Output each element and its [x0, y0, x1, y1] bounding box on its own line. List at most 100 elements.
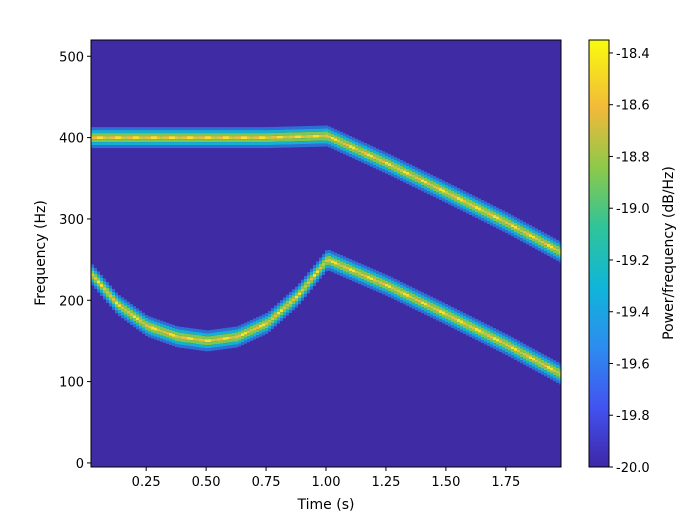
spectrogram-cell — [142, 145, 145, 149]
spectrogram-cell — [346, 263, 349, 267]
spectrogram-cell — [169, 338, 172, 342]
spectrogram-cell — [142, 312, 145, 316]
spectrogram-cell — [469, 203, 472, 207]
spectrogram-cell — [439, 191, 442, 195]
spectrogram-cell — [130, 303, 133, 307]
spectrogram-cell — [415, 292, 418, 296]
spectrogram-cell — [223, 337, 226, 341]
spectrogram-cell — [436, 195, 439, 199]
spectrogram-cell — [214, 341, 217, 345]
spectrogram-cell — [286, 294, 289, 298]
spectrogram-cell — [331, 257, 334, 261]
spectrogram-cell — [154, 336, 157, 340]
spectrogram-cell — [361, 282, 364, 286]
spectrogram-cell — [505, 218, 508, 222]
spectrogram-cell — [496, 207, 499, 211]
spectrogram-cell — [292, 135, 295, 139]
spectrogram-cell — [232, 127, 235, 131]
spectrogram-cell — [421, 170, 424, 174]
spectrogram-cell — [232, 344, 235, 348]
spectrogram-cell — [187, 339, 190, 343]
spectrogram-cell — [301, 294, 304, 298]
spectrogram-cell — [124, 305, 127, 309]
spectrogram-cell — [91, 282, 94, 286]
spectrogram-cell — [532, 226, 535, 230]
spectrogram-cell — [409, 173, 412, 177]
spectrogram-cell — [196, 341, 199, 345]
spectrogram-cell — [139, 133, 142, 137]
spectrogram-cell — [448, 305, 451, 309]
spectrogram-cell — [448, 311, 451, 315]
spectrogram-cell — [520, 220, 523, 224]
spectrogram-cell — [346, 149, 349, 153]
spectrogram-cell — [367, 159, 370, 163]
spectrogram-cell — [400, 287, 403, 291]
spectrogram-cell — [199, 136, 202, 140]
spectrogram-cell — [556, 370, 559, 374]
spectrogram-cell — [187, 345, 190, 349]
spectrogram-cell — [274, 138, 277, 142]
spectrogram-cell — [310, 283, 313, 287]
spectrogram-cell — [514, 222, 517, 226]
spectrogram-cell — [220, 346, 223, 350]
spectrogram-cell — [460, 329, 463, 333]
spectrogram-cell — [553, 369, 556, 373]
spectrogram-cell — [118, 298, 121, 302]
spectrogram-cell — [244, 325, 247, 329]
spectrogram-cell — [91, 139, 94, 143]
spectrogram-cell — [97, 280, 100, 284]
spectrogram-cell — [238, 343, 241, 347]
spectrogram-cell — [436, 302, 439, 306]
spectrogram-cell — [511, 224, 514, 228]
spectrogram-cell — [367, 278, 370, 282]
spectrogram-cell — [265, 319, 268, 323]
spectrogram-cell — [235, 130, 238, 134]
spectrogram-cell — [217, 130, 220, 134]
spectrogram-cell — [310, 131, 313, 135]
spectrogram-cell — [166, 328, 169, 332]
spectrogram-cell — [517, 230, 520, 234]
spectrogram-cell — [376, 285, 379, 289]
spectrogram-cell — [97, 145, 100, 149]
spectrogram-cell — [166, 139, 169, 143]
spectrogram-cell — [289, 309, 292, 313]
spectrogram-cell — [214, 127, 217, 131]
spectrogram-cell — [298, 295, 301, 299]
spectrogram-cell — [388, 294, 391, 298]
spectrogram-cell — [391, 280, 394, 284]
spectrogram-cell — [295, 138, 298, 142]
spectrogram-cell — [361, 264, 364, 268]
spectrogram-cell — [406, 174, 409, 178]
spectrogram-cell — [436, 189, 439, 193]
spectrogram-cell — [409, 292, 412, 296]
spectrogram-cell — [349, 154, 352, 158]
spectrogram-cell — [190, 337, 193, 341]
spectrogram-cell — [376, 279, 379, 283]
spectrogram-cell — [385, 155, 388, 159]
spectrogram-cell — [385, 167, 388, 171]
spectrogram-cell — [340, 273, 343, 277]
spectrogram-cell — [343, 139, 346, 143]
spectrogram-cell — [397, 161, 400, 165]
spectrogram-cell — [337, 259, 340, 263]
spectrogram-cell — [490, 210, 493, 214]
spectrogram-cell — [268, 310, 271, 314]
spectrogram-cell — [532, 232, 535, 236]
spectrogram-cell — [355, 153, 358, 157]
spectrogram-cell — [352, 137, 355, 141]
spectrogram-cell — [547, 374, 550, 378]
spectrogram-cell — [448, 308, 451, 312]
spectrogram-cell — [130, 318, 133, 322]
spectrogram-cell — [445, 303, 448, 307]
spectrogram-cell — [295, 144, 298, 148]
spectrogram-cell — [466, 332, 469, 336]
spectrogram-cell — [370, 268, 373, 272]
spectrogram-cell — [136, 320, 139, 324]
spectrogram-cell — [472, 332, 475, 336]
spectrogram-cell — [424, 293, 427, 297]
spectrogram-cell — [553, 256, 556, 260]
spectrogram-cell — [355, 273, 358, 277]
spectrogram-cell — [217, 331, 220, 335]
spectrogram-cell — [331, 263, 334, 267]
spectrogram-cell — [229, 330, 232, 334]
